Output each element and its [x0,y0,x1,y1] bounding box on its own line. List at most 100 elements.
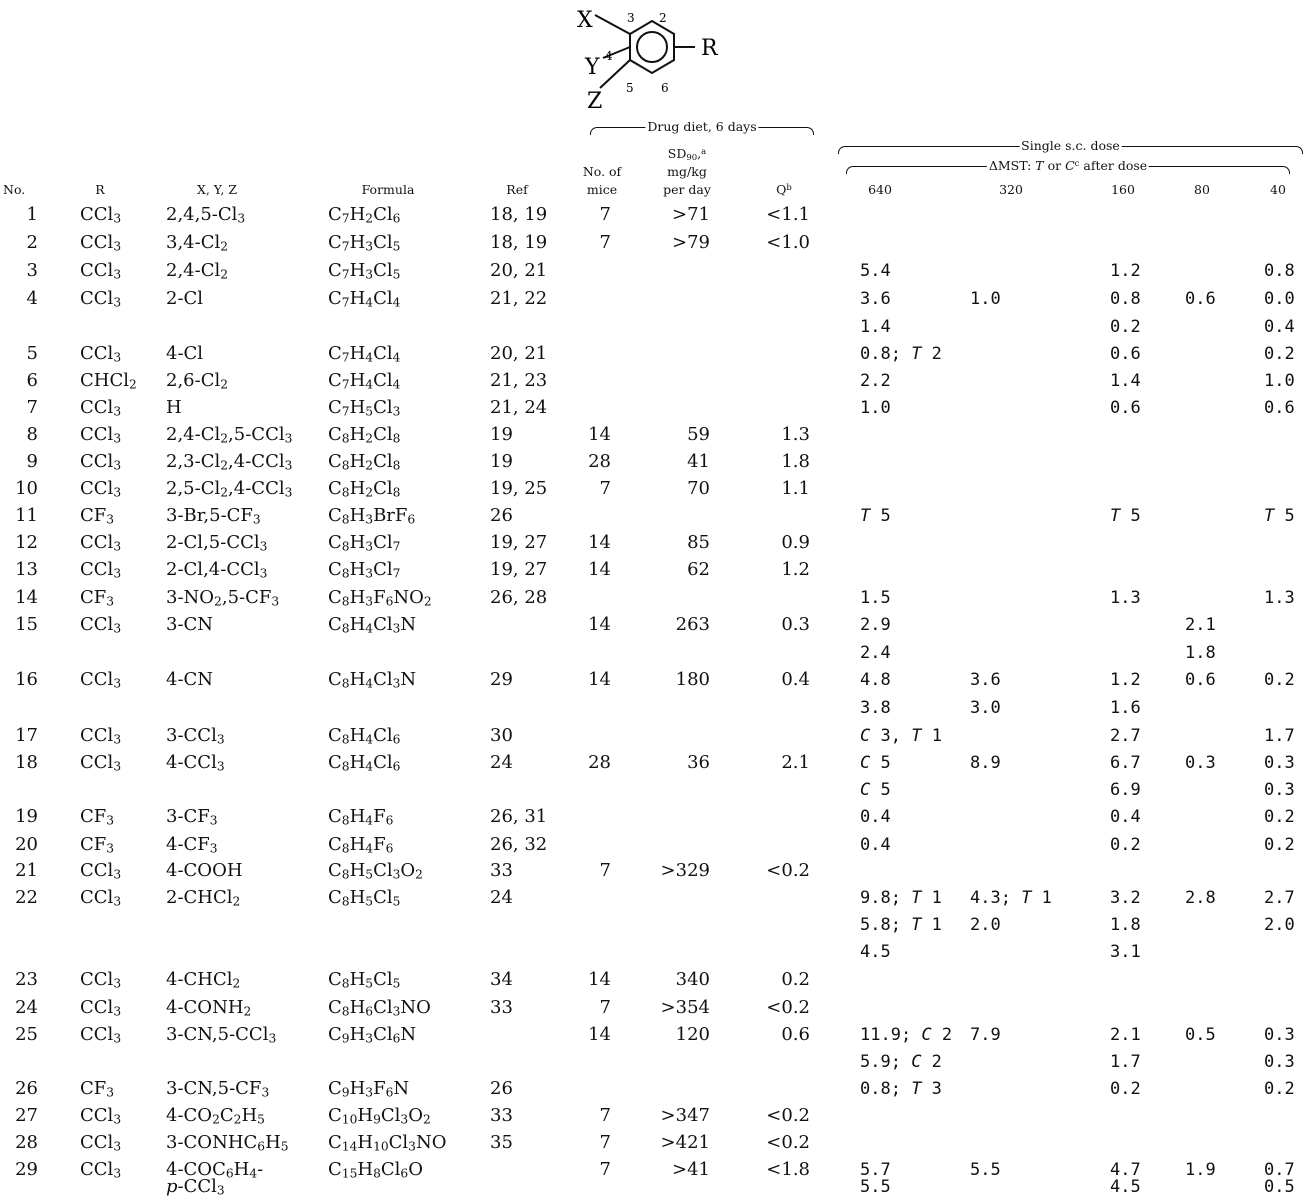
cell-q-value: 0.9 [781,532,810,553]
cell-r-group: CCl3 [80,997,122,1019]
cell-compound-number: 2 [26,232,38,253]
cell-mice-count: 14 [588,1024,611,1045]
cell-compound-number: 11 [15,505,38,526]
cell-sd90-value: >421 [660,1132,710,1153]
cell-dose-40: 0.5 [1264,1177,1295,1197]
cell-mice-count: 7 [599,478,611,499]
cell-formula: C8H2Cl8 [328,478,401,500]
cell-dose-640: 4.5 [860,942,891,962]
cell-q-value: 1.3 [781,424,810,445]
cell-dose-640: 5.4 [860,261,891,281]
cell-compound-number: 13 [15,559,38,580]
cell-r-group: CF3 [80,587,115,609]
cell-sd90-value: 62 [687,559,710,580]
cell-substituents: 3-CCl3 [166,725,225,747]
cell-dose-640: 9.8; T 1 [860,888,942,908]
cell-dose-640: 2.4 [860,643,891,663]
cell-substituents: 2,5-Cl2,4-CCl3 [166,478,293,500]
cell-formula: C8H5Cl3O2 [328,860,423,882]
cell-reference: 26 [490,505,513,526]
cell-dose-160: 0.2 [1110,317,1141,337]
cell-substituents: 3-Br,5-CF3 [166,505,261,527]
cell-mice-count: 7 [599,1105,611,1126]
cell-r-group: CF3 [80,1078,115,1100]
cell-sd90-value: >79 [672,232,710,253]
cell-dose-40: 0.4 [1264,317,1295,337]
cell-formula: C7H4Cl4 [328,343,401,365]
cell-dose-640: 1.4 [860,317,891,337]
mgkg-header: mg/kg [667,164,707,179]
cell-dose-80: 0.6 [1185,289,1216,309]
cell-sd90-value: 120 [675,1024,710,1045]
cell-compound-number: 24 [15,997,38,1018]
dmst-brace: ΔMST: T or Cc after dose [846,159,1290,174]
cell-substituents: 2-Cl,4-CCl3 [166,559,268,581]
cell-r-group: CCl3 [80,478,122,500]
cell-compound-number: 29 [15,1159,38,1180]
cell-substituents: 3,4-Cl2 [166,232,229,254]
cell-r-group: CCl3 [80,204,122,226]
cell-q-value: 2.1 [781,752,810,773]
cell-dose-320: 4.3; T 1 [970,888,1052,908]
cell-formula: C7H3Cl5 [328,260,401,282]
cell-formula: C8H6Cl3NO [328,997,431,1019]
cell-substituents: 4-Cl [166,343,204,364]
cell-r-group: CCl3 [80,669,122,691]
cell-r-group: CCl3 [80,424,122,446]
cell-dose-640: 0.8; T 2 [860,344,942,364]
cell-q-value: 0.2 [781,969,810,990]
cell-formula: C8H4Cl6 [328,752,401,774]
cell-dose-80: 2.1 [1185,615,1216,635]
cell-dose-320: 1.0 [970,289,1001,309]
cell-mice-count: 14 [588,969,611,990]
cell-r-group: CCl3 [80,559,122,581]
cell-dose-80: 1.8 [1185,643,1216,663]
dmst-header: ΔMST: T or Cc after dose [986,158,1150,173]
cell-dose-320: 8.9 [970,753,1001,773]
cell-mice-count: 7 [599,232,611,253]
cell-dose-40: 0.0 [1264,289,1295,309]
cell-dose-40: T 5 [1264,506,1295,526]
cell-reference: 26 [490,1078,513,1099]
cell-dose-160: 6.7 [1110,753,1141,773]
cell-mice-count: 7 [599,860,611,881]
cell-dose-640: 0.4 [860,807,891,827]
cell-dose-40: 2.7 [1264,888,1295,908]
cell-compound-number: 9 [26,451,38,472]
cell-substituents: 2,4-Cl2 [166,260,229,282]
cell-dose-640: 3.6 [860,289,891,309]
ring-position-2: 2 [659,11,667,25]
cell-reference: 24 [490,752,513,773]
cell-dose-160: 1.2 [1110,670,1141,690]
cell-dose-640: 2.9 [860,615,891,635]
cell-substituents: 3-CONHC6H5 [166,1132,289,1154]
cell-r-group: CCl3 [80,1105,122,1127]
cell-dose-160: 2.7 [1110,726,1141,746]
cell-dose-40: 1.3 [1264,588,1295,608]
cell-substituents: 3-CN,5-CF3 [166,1078,270,1100]
cell-substituents: 2-Cl,5-CCl3 [166,532,268,554]
cell-compound-number: 20 [15,834,38,855]
cell-sd90-value: 36 [687,752,710,773]
cell-q-value: 1.1 [781,478,810,499]
dose-40-header: 40 [1270,182,1286,197]
cell-formula: C9H3Cl6N [328,1024,417,1046]
no-header: No. [3,182,26,197]
cell-dose-40: 2.0 [1264,915,1295,935]
cell-dose-80: 1.9 [1185,1160,1216,1180]
cell-reference: 19, 27 [490,559,548,580]
cell-compound-number: 4 [26,288,38,309]
cell-q-value: <1.1 [766,204,810,225]
cell-dose-160: 1.6 [1110,698,1141,718]
cell-mice-count: 28 [588,752,611,773]
cell-mice-count: 28 [588,451,611,472]
cell-compound-number: 18 [15,752,38,773]
cell-formula: C8H3BrF6 [328,505,416,527]
cell-substituents: 4-CO2C2H5 [166,1105,265,1127]
cell-compound-number: 17 [15,725,38,746]
cell-dose-40: 1.0 [1264,371,1295,391]
cell-dose-160: 0.2 [1110,1079,1141,1099]
cell-dose-640: C 3, T 1 [860,726,942,746]
cell-compound-number: 15 [15,614,38,635]
substituent-y-label: Y [584,55,600,80]
